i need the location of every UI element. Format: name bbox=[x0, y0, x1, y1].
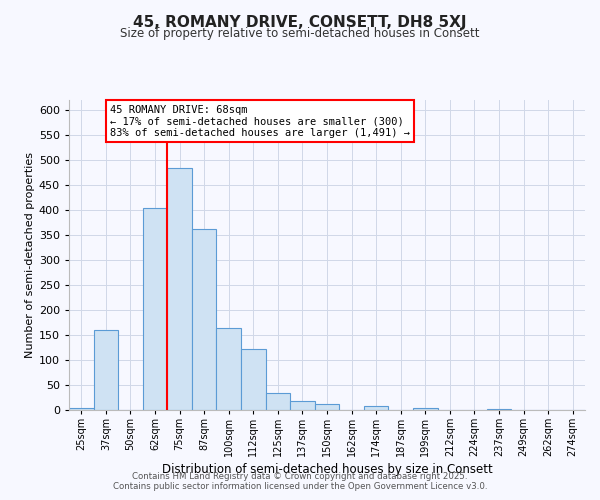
Text: 45 ROMANY DRIVE: 68sqm
← 17% of semi-detached houses are smaller (300)
83% of se: 45 ROMANY DRIVE: 68sqm ← 17% of semi-det… bbox=[110, 104, 410, 138]
Bar bbox=[241, 348, 266, 410]
Bar bbox=[167, 168, 192, 410]
Bar bbox=[487, 409, 511, 410]
Bar bbox=[315, 404, 339, 410]
Y-axis label: Number of semi-detached properties: Number of semi-detached properties bbox=[25, 152, 35, 358]
Bar bbox=[94, 330, 118, 410]
Text: Contains HM Land Registry data © Crown copyright and database right 2025.: Contains HM Land Registry data © Crown c… bbox=[132, 472, 468, 481]
Bar bbox=[143, 208, 167, 410]
Bar bbox=[217, 328, 241, 410]
Bar bbox=[266, 392, 290, 410]
Text: Size of property relative to semi-detached houses in Consett: Size of property relative to semi-detach… bbox=[120, 28, 480, 40]
Bar bbox=[69, 408, 94, 410]
X-axis label: Distribution of semi-detached houses by size in Consett: Distribution of semi-detached houses by … bbox=[161, 464, 493, 476]
Text: 45, ROMANY DRIVE, CONSETT, DH8 5XJ: 45, ROMANY DRIVE, CONSETT, DH8 5XJ bbox=[133, 15, 467, 30]
Bar bbox=[413, 408, 437, 410]
Bar bbox=[192, 229, 217, 410]
Bar bbox=[290, 401, 315, 410]
Text: Contains public sector information licensed under the Open Government Licence v3: Contains public sector information licen… bbox=[113, 482, 487, 491]
Bar bbox=[364, 406, 388, 410]
